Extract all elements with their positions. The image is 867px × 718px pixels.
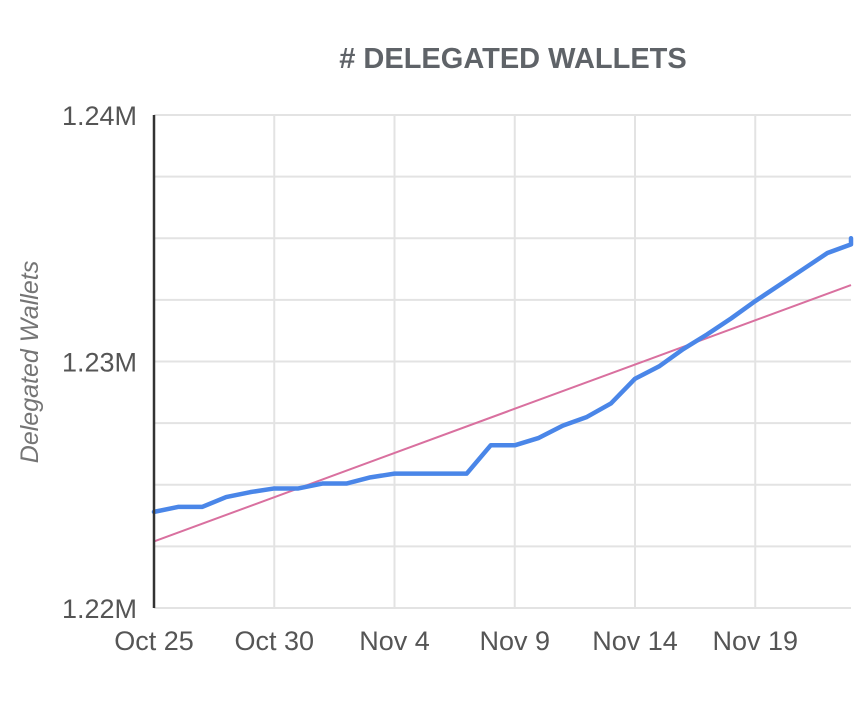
- x-tick-label: Nov 19: [712, 626, 798, 656]
- x-axis-ticks: Oct 25 Oct 30 Nov 4 Nov 9 Nov 14 Nov 19: [114, 626, 798, 656]
- y-tick-label: 1.22M: [62, 594, 137, 624]
- chart-title: # DELEGATED WALLETS: [339, 43, 686, 75]
- y-tick-label: 1.23M: [62, 348, 137, 378]
- series-group: [151, 236, 854, 543]
- grid: [154, 114, 851, 609]
- y-tick-label: 1.24M: [62, 101, 137, 131]
- x-tick-label: Nov 9: [479, 626, 550, 656]
- x-tick-label: Nov 4: [359, 626, 430, 656]
- y-axis-ticks: 1.24M 1.23M 1.22M: [62, 101, 137, 624]
- trendline: [153, 284, 852, 543]
- x-tick-label: Oct 30: [234, 626, 314, 656]
- series-line: [151, 236, 854, 515]
- y-axis-label: Delegated Wallets: [16, 261, 44, 463]
- x-tick-label: Oct 25: [114, 626, 194, 656]
- x-tick-label: Nov 14: [592, 626, 678, 656]
